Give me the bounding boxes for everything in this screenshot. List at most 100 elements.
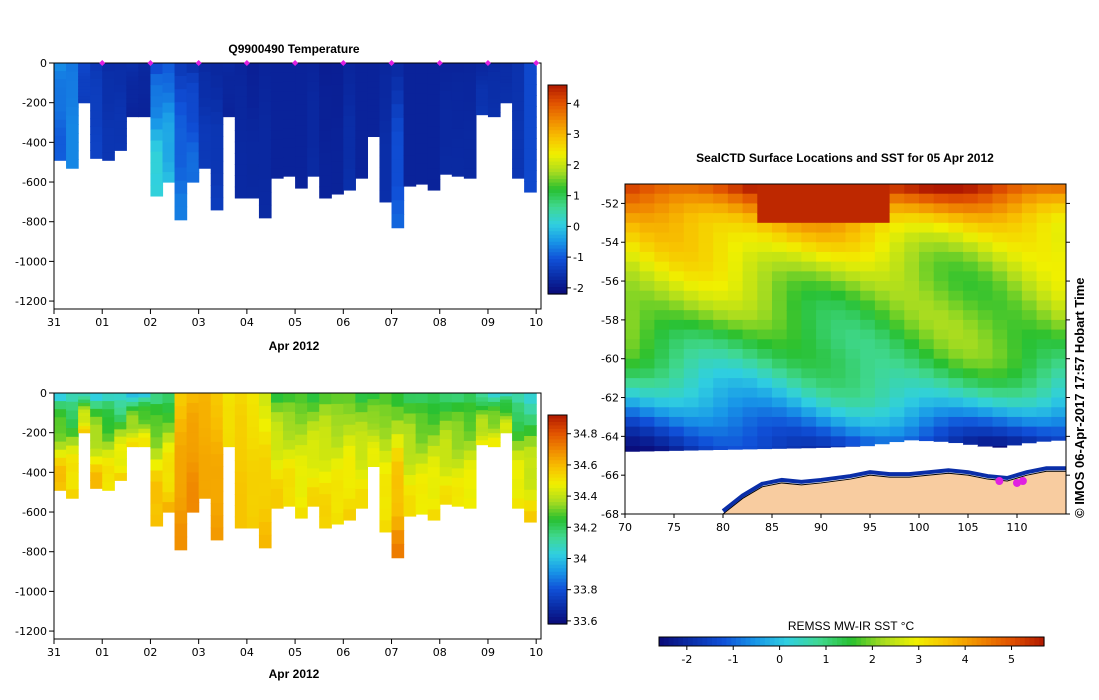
- sst-cell: [786, 310, 802, 321]
- heatmap-cell: [367, 124, 381, 131]
- sst-cell: [874, 193, 891, 205]
- heatmap-cell: [150, 503, 164, 516]
- heatmap-cell: [126, 419, 139, 425]
- y-tick-label: -1200: [15, 295, 47, 308]
- sst-cell: [742, 378, 758, 389]
- x-tick-label: 10: [529, 316, 543, 329]
- colorbar-segment: [548, 516, 567, 521]
- colorbar-segment: [755, 637, 761, 646]
- colorbar-segment: [548, 547, 567, 552]
- sst-cell: [727, 387, 744, 399]
- heatmap-cell: [210, 185, 224, 199]
- sst-cell: [816, 397, 832, 408]
- heatmap-cell: [463, 440, 477, 452]
- heatmap-cell: [391, 159, 405, 174]
- colorbar-segment: [707, 637, 713, 646]
- sst-cell: [845, 378, 861, 389]
- sst-cell: [874, 349, 891, 360]
- heatmap-cell: [391, 530, 405, 545]
- sst-cell: [889, 281, 905, 292]
- heatmap-cell: [186, 472, 200, 483]
- heatmap-cell: [487, 419, 501, 425]
- colorbar-segment: [692, 637, 699, 646]
- sst-cell: [1036, 242, 1052, 253]
- heatmap-cell: [210, 124, 224, 137]
- heatmap-cell: [403, 423, 417, 435]
- heatmap-cell: [391, 186, 405, 201]
- heatmap-cell: [524, 435, 537, 448]
- sst-cell: [742, 310, 758, 321]
- heatmap-cell: [403, 175, 417, 187]
- sst-cell: [889, 426, 905, 437]
- sst-cell: [919, 281, 935, 292]
- heatmap-cell: [307, 402, 320, 413]
- sst-cell: [683, 222, 700, 234]
- heatmap-cell: [403, 444, 417, 456]
- sst-cell: [919, 407, 935, 418]
- heatmap-cell: [331, 161, 344, 173]
- sst-cell: [948, 426, 964, 437]
- heatmap-cell: [475, 410, 489, 416]
- sst-cell: [713, 436, 729, 447]
- lon-tick-label: 100: [909, 521, 930, 534]
- sst-cell: [639, 426, 655, 437]
- colorbar-tick-label: 34.2: [573, 521, 598, 534]
- heatmap-cell: [126, 415, 139, 421]
- heatmap-cell: [258, 418, 272, 433]
- colorbar-segment: [1039, 637, 1045, 646]
- sea-ice-cell: [992, 447, 1008, 481]
- sst-cell: [860, 310, 876, 321]
- sst-cell: [874, 271, 891, 282]
- sst-cell: [904, 271, 920, 282]
- heatmap-cell: [102, 111, 115, 121]
- heatmap-cell: [512, 82, 525, 93]
- sst-cell: [625, 232, 641, 243]
- heatmap-cell: [319, 404, 332, 417]
- sst-cell: [1036, 222, 1052, 234]
- heatmap-cell: [162, 482, 176, 493]
- heatmap-cell: [403, 165, 417, 177]
- sst-cell: [963, 290, 979, 302]
- heatmap-cell: [258, 393, 272, 407]
- heatmap-cell: [391, 420, 405, 435]
- sst-cell: [845, 349, 861, 360]
- sst-cell: [786, 446, 802, 450]
- colorbar-segment: [548, 238, 567, 243]
- sst-cell: [786, 329, 802, 340]
- heatmap-cell: [512, 498, 525, 509]
- sst-cell: [669, 261, 685, 272]
- colorbar-tick-label: 34.4: [573, 490, 598, 503]
- sst-cell: [713, 339, 729, 350]
- heatmap-cell: [355, 498, 369, 509]
- heatmap-cell: [500, 399, 513, 404]
- heatmap-cell: [270, 393, 284, 404]
- sst-cell: [992, 251, 1008, 263]
- x-tick-label: 04: [240, 646, 254, 659]
- heatmap-cell: [210, 160, 224, 174]
- sst-cell: [830, 358, 847, 370]
- heatmap-cell: [66, 489, 79, 499]
- sst-cell: [742, 290, 758, 302]
- sst-cell: [625, 416, 641, 428]
- heatmap-cell: [403, 114, 417, 126]
- sst-cell: [860, 319, 876, 331]
- colorbar-segment: [548, 95, 567, 100]
- sst-cell: [742, 222, 758, 234]
- sst-cell: [639, 242, 655, 253]
- heatmap-cell: [343, 393, 356, 405]
- heatmap-cell: [102, 417, 115, 426]
- sst-cell: [713, 251, 729, 263]
- heatmap-cell: [102, 482, 115, 491]
- sst-cell: [933, 261, 949, 272]
- sst-cell: [933, 368, 949, 379]
- heatmap-cell: [475, 427, 489, 433]
- sst-cell: [977, 222, 994, 234]
- sst-cell: [816, 436, 832, 447]
- sst-cell: [933, 310, 949, 321]
- y-tick-label: -200: [22, 427, 47, 440]
- sst-cell: [874, 261, 891, 272]
- heatmap-cell: [198, 106, 212, 117]
- colorbar-segment: [865, 637, 872, 646]
- heatmap-cell: [355, 450, 369, 461]
